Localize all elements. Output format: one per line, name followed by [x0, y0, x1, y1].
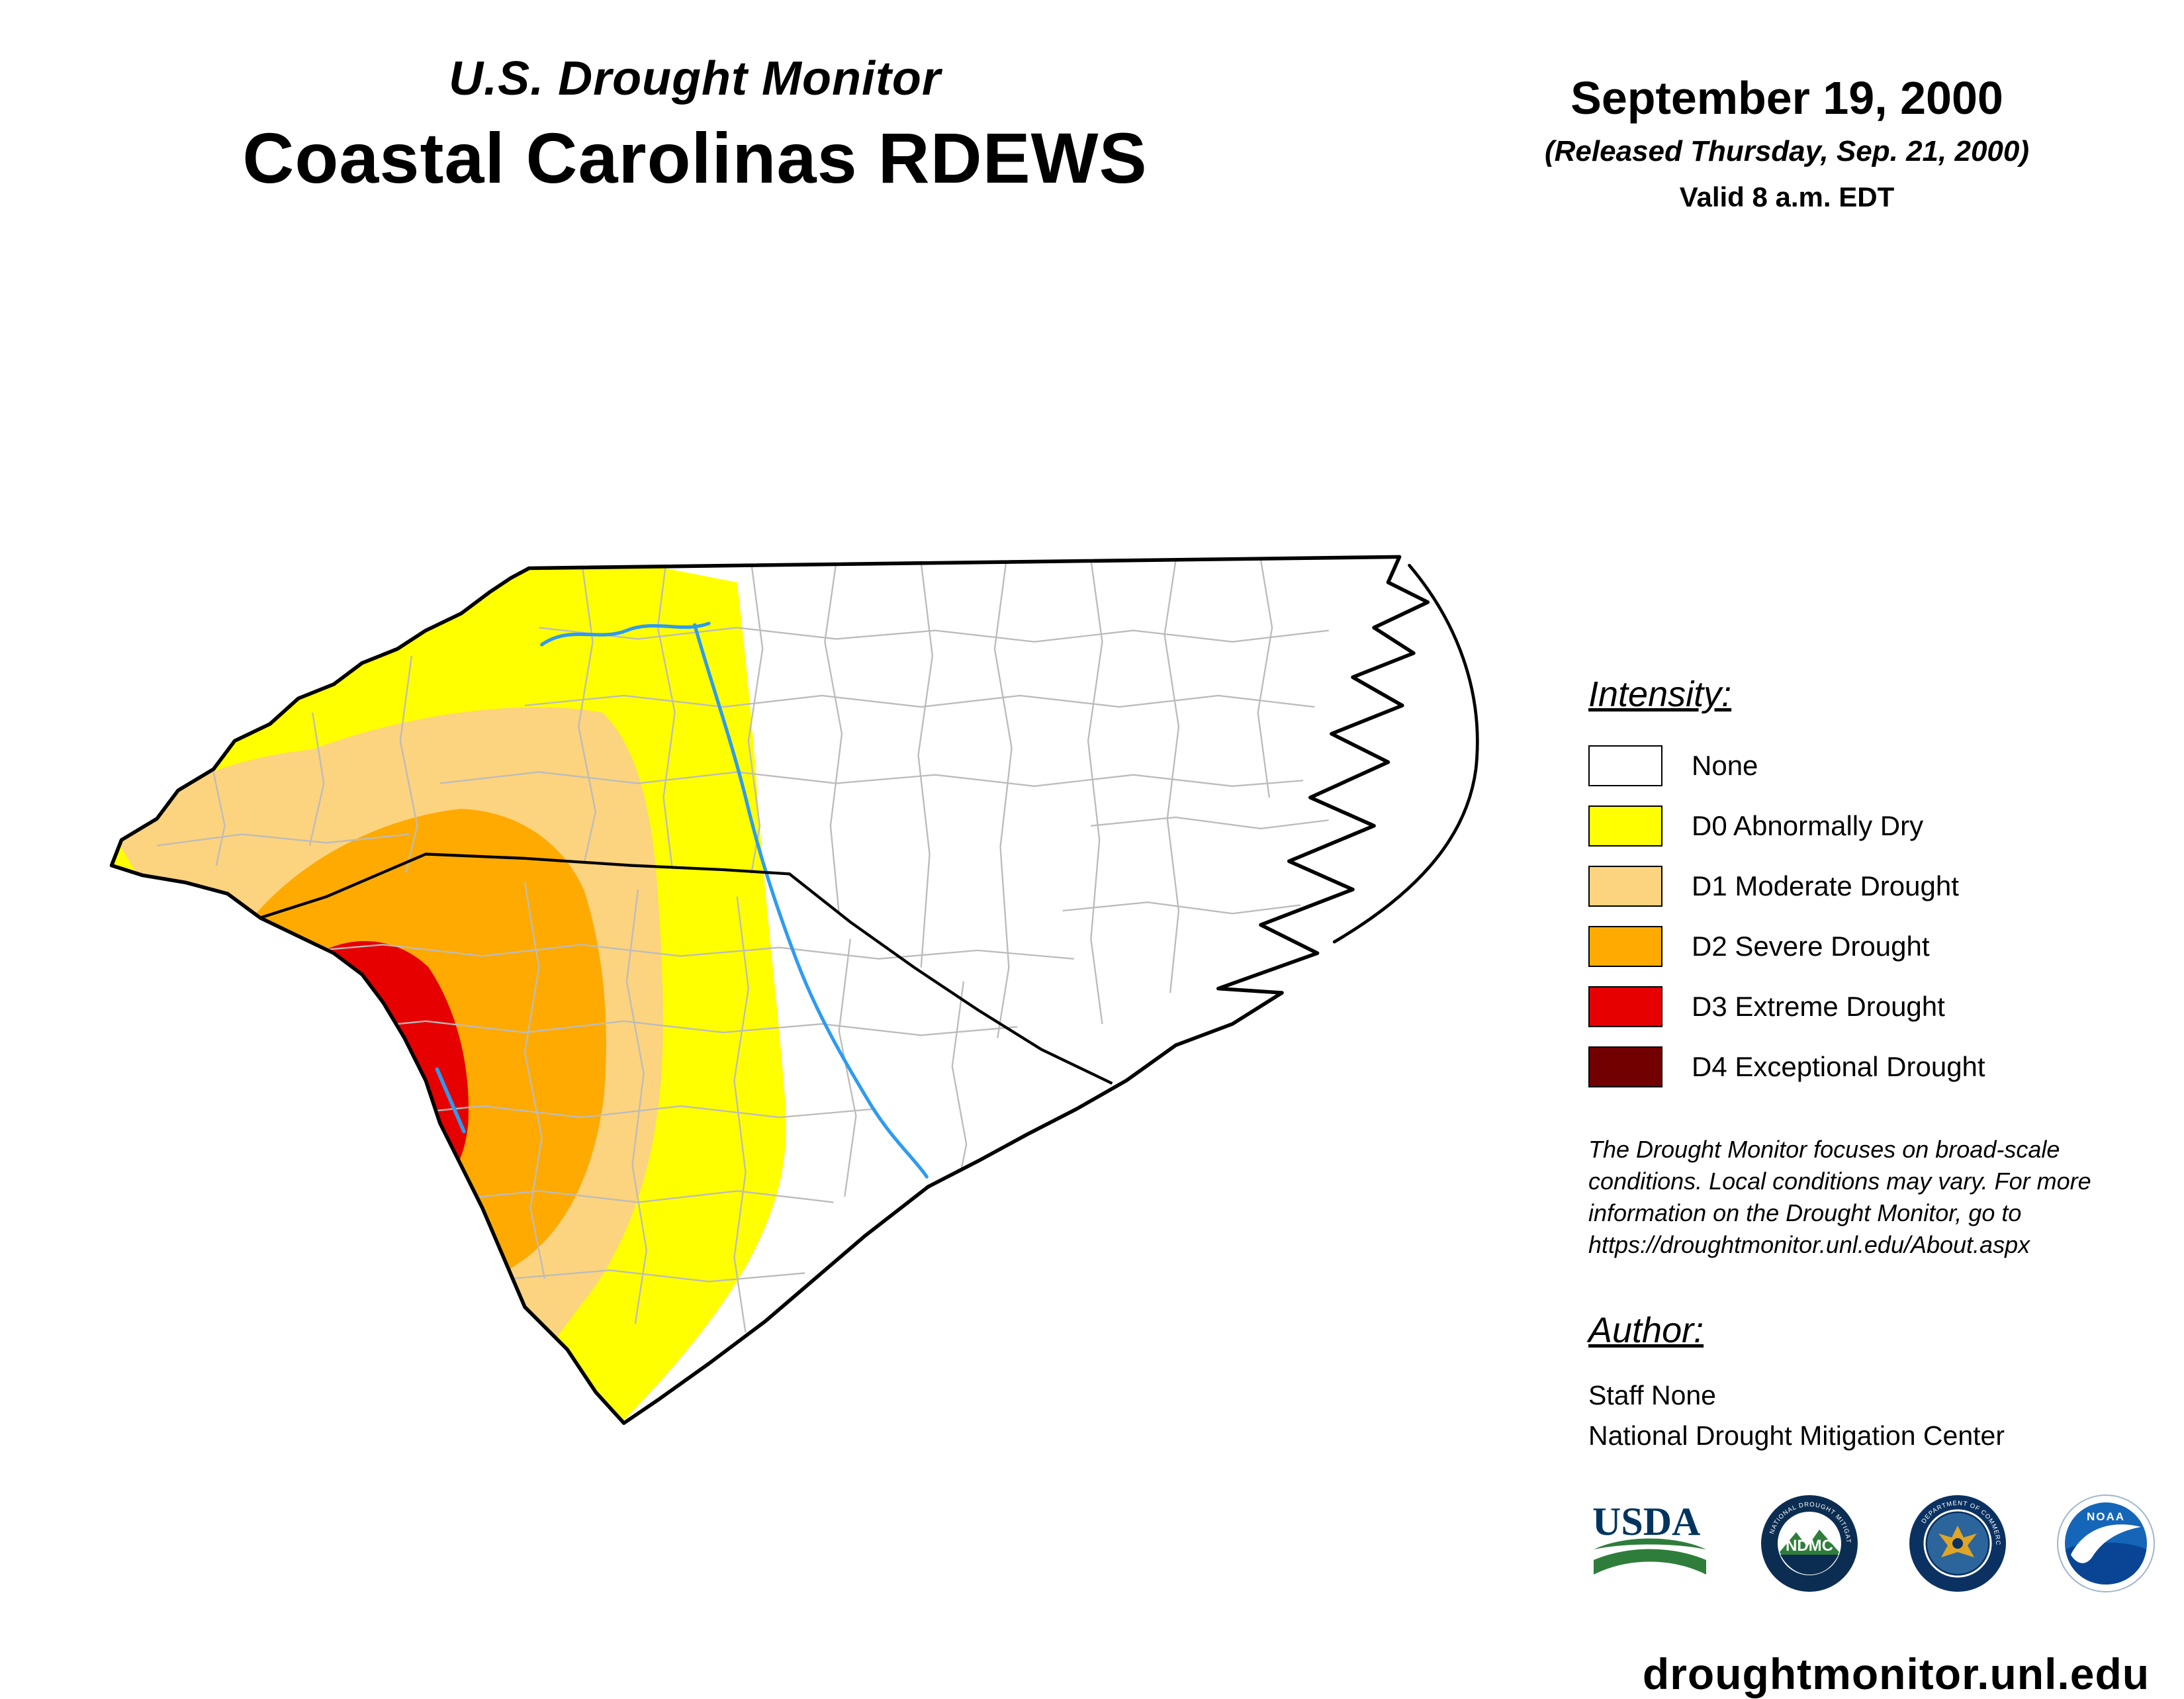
doc-mid-ring — [1923, 1509, 1992, 1577]
legend-row-d1: D1 Moderate Drought — [1588, 866, 2184, 907]
page-title: Coastal Carolinas RDEWS — [242, 118, 1148, 198]
legend-label-d2: D2 Severe Drought — [1692, 931, 1930, 962]
valid-time: Valid 8 a.m. EDT — [1679, 181, 1895, 212]
usda-swoosh-icon — [1594, 1538, 1706, 1549]
website-url: droughtmonitor.unl.edu — [1642, 1649, 2150, 1698]
legend-label-d0: D0 Abnormally Dry — [1692, 810, 1924, 841]
legend-row-d4: D4 Exceptional Drought — [1588, 1046, 2184, 1087]
usda-wordmark: USDA — [1592, 1500, 1700, 1543]
report-series-title: U.S. Drought Monitor — [449, 52, 941, 105]
county-lines-vertical — [212, 559, 1273, 1333]
title-block: U.S. Drought Monitor Coastal Carolinas R… — [172, 52, 1218, 199]
legend-label-none: None — [1692, 750, 1758, 781]
ndmc-logo: NDMC NATIONAL DROUGHT MITIGATION CENTER — [1760, 1494, 1858, 1592]
legend-row-d0: D0 Abnormally Dry — [1588, 805, 2184, 847]
river-yadkin-headwater — [540, 621, 711, 647]
nc-sc-state-border — [259, 852, 1113, 1085]
legend-label-d3: D3 Extreme Drought — [1692, 991, 1945, 1022]
ndmc-ground-icon — [1780, 1554, 1839, 1575]
outer-banks — [1332, 563, 1479, 944]
legend-label-d1: D1 Moderate Drought — [1692, 870, 1959, 901]
disclaimer-text: The Drought Monitor focuses on broad-sca… — [1588, 1136, 2091, 1258]
usda-field-icon — [1594, 1549, 1706, 1575]
release-date: (Released Thursday, Sep. 21, 2000) — [1544, 135, 2030, 167]
doc-center-dot — [1952, 1538, 1963, 1549]
ndmc-wordmark: NDMC — [1786, 1537, 1833, 1555]
author-name: Staff None — [1588, 1379, 1716, 1410]
author-organization: National Drought Mitigation Center — [1588, 1420, 2005, 1451]
date-block: September 19, 2000 (Released Thursday, S… — [1410, 71, 2164, 213]
legend-swatch-d3 — [1588, 986, 1662, 1027]
noaa-logo: NOAA — [2057, 1494, 2155, 1592]
info-panel: Intensity: None D0 Abnormally Dry D1 Mod… — [1588, 674, 2184, 1699]
noaa-wordmark: NOAA — [2087, 1510, 2125, 1523]
legend-row-none: None — [1588, 745, 2184, 786]
county-lines-horizontal — [156, 627, 1329, 1283]
doc-seal-logo: DEPARTMENT OF COMMERCE — [1908, 1494, 2006, 1592]
legend: None D0 Abnormally Dry D1 Moderate Droug… — [1588, 745, 2184, 1087]
legend-heading: Intensity: — [1588, 674, 1732, 714]
legend-label-d4: D4 Exceptional Drought — [1692, 1051, 1985, 1082]
legend-swatch-d0 — [1588, 805, 1662, 847]
river-savannah-lakes — [435, 1067, 466, 1134]
legend-swatch-d1 — [1588, 866, 1662, 907]
river-pee-dee — [693, 623, 929, 1179]
legend-swatch-d4 — [1588, 1046, 1662, 1087]
usda-logo: USDA — [1592, 1500, 1706, 1575]
legend-row-d2: D2 Severe Drought — [1588, 926, 2184, 967]
map-date: September 19, 2000 — [1570, 72, 2003, 124]
legend-swatch-d2 — [1588, 926, 1662, 967]
legend-row-d3: D3 Extreme Drought — [1588, 986, 2184, 1027]
legend-swatch-none — [1588, 745, 1662, 786]
agency-logos: USDA NDMC NATIONAL DROUGHT MITIGATION CE… — [1588, 1494, 2184, 1593]
drought-map — [99, 543, 1479, 1463]
noaa-gull-icon — [2071, 1524, 2141, 1563]
drought-shading-layer — [111, 557, 1329, 1424]
author-heading: Author: — [1588, 1310, 1704, 1350]
